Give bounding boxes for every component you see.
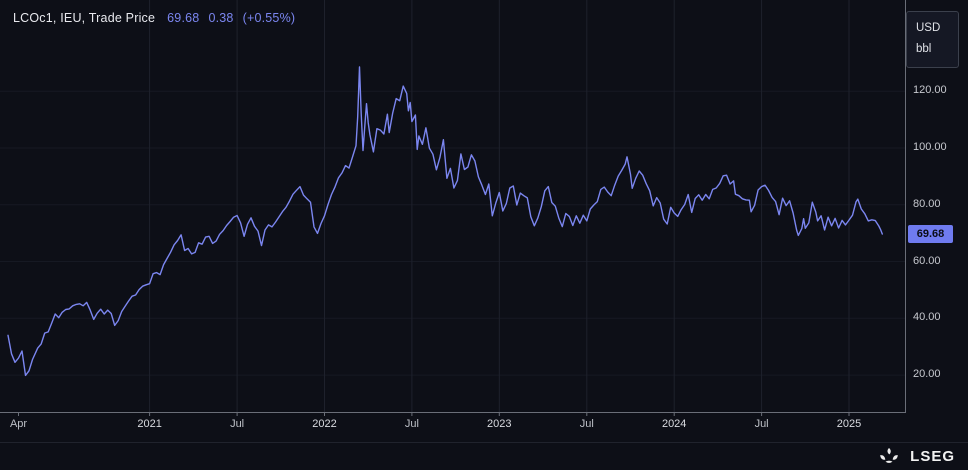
x-axis-label: 2023 xyxy=(487,418,512,430)
brand-footer: LSEG xyxy=(876,447,955,465)
y-axis-label: 60.00 xyxy=(913,254,941,267)
y-axis-label: 20.00 xyxy=(913,368,941,381)
y-axis-label: 120.00 xyxy=(913,84,947,97)
x-axis-label: 2021 xyxy=(137,418,162,430)
x-axis-label: 2022 xyxy=(312,418,337,430)
x-axis-label: Jul xyxy=(754,418,769,430)
last-price: 69.68 xyxy=(167,11,200,25)
unit-box: USD bbl xyxy=(906,11,959,68)
x-axis-label: 2025 xyxy=(836,418,862,430)
x-axis-label: Jul xyxy=(404,418,419,430)
unit-label: bbl xyxy=(916,43,932,56)
net-change: 0.38 xyxy=(208,11,234,25)
y-axis-label: 80.00 xyxy=(913,197,941,210)
lseg-logo-icon xyxy=(876,447,902,465)
x-axis-label: Jul xyxy=(230,418,245,430)
x-axis-label: Jul xyxy=(579,418,594,430)
percent-change: (+0.55%) xyxy=(242,11,296,25)
chart-legend: LCOc1, IEU, Trade Price 69.68 0.38 (+0.55%) xyxy=(13,11,295,25)
instrument-title: LCOc1, IEU, Trade Price xyxy=(13,11,156,25)
x-axis-label: 2024 xyxy=(661,418,687,430)
x-axis-label: Apr xyxy=(9,418,28,430)
y-axis-label: 100.00 xyxy=(913,141,947,153)
brand-name: LSEG xyxy=(910,447,955,465)
y-axis-label: 40.00 xyxy=(913,311,941,324)
currency-label: USD xyxy=(916,22,941,34)
footer-divider xyxy=(0,442,968,443)
last-price-badge: 69.68 xyxy=(908,225,953,243)
